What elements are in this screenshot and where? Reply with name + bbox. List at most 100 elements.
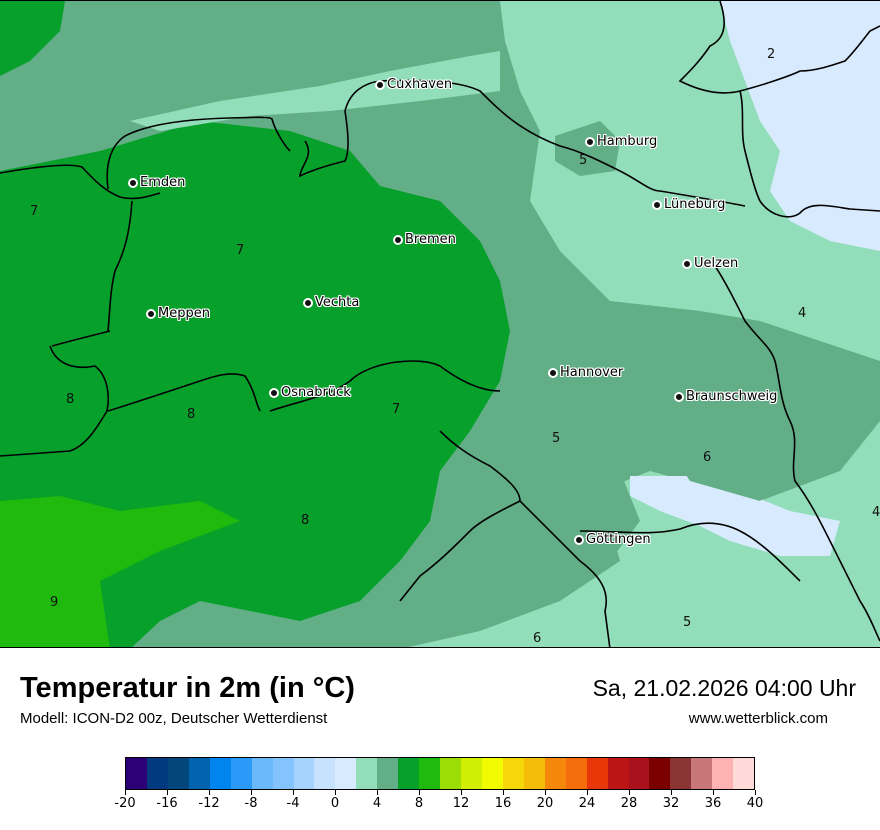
colorbar-tick-label: 12 — [452, 796, 470, 811]
colorbar-tick — [125, 790, 126, 795]
city-label: Cuxhaven — [387, 77, 453, 92]
contour-label: 4 — [798, 306, 807, 321]
colorbar-segment — [356, 758, 378, 789]
city-dot-icon — [303, 297, 313, 308]
contour-label: 5 — [683, 615, 692, 630]
city-dot-icon — [652, 199, 662, 210]
city-hamburg: Hamburg — [585, 134, 657, 149]
city-label: Emden — [140, 175, 186, 190]
contour-label: 5 — [552, 431, 561, 446]
colorbar-segment — [523, 758, 545, 789]
colorbar-segment — [230, 758, 252, 789]
city-dot-icon — [146, 308, 156, 319]
colorbar-segment — [565, 758, 587, 789]
colorbar-tick-label: 32 — [662, 796, 680, 811]
colorbar-segment — [670, 758, 692, 789]
city-dot-icon — [393, 234, 403, 245]
contour-label: 2 — [767, 47, 776, 62]
colorbar-tick — [629, 790, 630, 795]
city-cuxhaven: Cuxhaven — [375, 77, 452, 92]
city-label: Hannover — [560, 365, 624, 380]
contour-label: 8 — [66, 392, 75, 407]
colorbar-segment — [314, 758, 336, 789]
colorbar-tick — [251, 790, 252, 795]
city-braunschweig: Braunschweig — [674, 389, 777, 404]
colorbar-tick — [209, 790, 210, 795]
colorbar-tick — [167, 790, 168, 795]
colorbar-tick-label: 28 — [620, 796, 638, 811]
contour-label: 7 — [392, 402, 401, 417]
city-dot-icon — [269, 387, 279, 398]
colorbar-tick-label: -4 — [286, 796, 300, 811]
temperature-colorbar — [125, 757, 755, 790]
city-label: Göttingen — [586, 532, 651, 547]
city-label: Vechta — [315, 295, 360, 310]
city-dot-icon — [585, 136, 595, 147]
city-dot-icon — [682, 258, 692, 269]
colorbar-segment — [377, 758, 399, 789]
colorbar-segment — [712, 758, 734, 789]
city-label: Braunschweig — [686, 389, 778, 404]
colorbar-segment — [691, 758, 713, 789]
colorbar-segment — [398, 758, 420, 789]
colorbar-segment — [607, 758, 629, 789]
city-label: Bremen — [405, 232, 456, 247]
forecast-datetime: Sa, 21.02.2026 04:00 Uhr — [592, 675, 856, 701]
colorbar-tick — [335, 790, 336, 795]
colorbar-ticks: -20 -16 -12 -8 -4 0 4 8 12 16 20 24 28 32 36 40 — [114, 790, 763, 820]
city-label: Lüneburg — [664, 197, 726, 212]
colorbar-segment — [293, 758, 315, 789]
colorbar-tick-label: 36 — [704, 796, 722, 811]
contour-label: 9 — [50, 595, 59, 610]
map-title: Temperatur in 2m (in °C) — [20, 672, 355, 704]
colorbar-segment — [335, 758, 357, 789]
colorbar-segment — [146, 758, 168, 789]
colorbar-segment — [251, 758, 273, 789]
city-dot-icon — [375, 79, 385, 90]
colorbar-segment — [188, 758, 210, 789]
contour-label: 7 — [30, 204, 39, 219]
city-hannover: Hannover — [548, 365, 623, 380]
colorbar-segment — [481, 758, 503, 789]
city-vechta: Vechta — [303, 295, 359, 310]
colorbar-segment — [126, 758, 147, 789]
colorbar-tick-label: 0 — [330, 796, 340, 811]
colorbar-segment — [544, 758, 566, 789]
colorbar-segment — [461, 758, 482, 789]
colorbar-tick-label: 16 — [494, 796, 512, 811]
colorbar-segment — [209, 758, 231, 789]
contour-label: 8 — [187, 407, 196, 422]
contour-label: 8 — [301, 513, 310, 528]
colorbar-segment — [419, 758, 441, 789]
city-dot-icon — [674, 391, 684, 402]
colorbar-segment — [586, 758, 608, 789]
city-uelzen: Uelzen — [682, 256, 738, 271]
colorbar-tick — [293, 790, 294, 795]
city-bremen: Bremen — [393, 232, 456, 247]
colorbar-segment — [440, 758, 461, 789]
contour-label: 4 — [872, 505, 880, 520]
colorbar-segment — [628, 758, 650, 789]
colorbar-tick — [503, 790, 504, 795]
city-dot-icon — [574, 534, 584, 545]
temperature-map: Cuxhaven Hamburg Emden Lüneburg Bremen U… — [0, 0, 880, 648]
city-emden: Emden — [128, 175, 185, 190]
temperature-field — [0, 1, 880, 647]
colorbar-tick — [461, 790, 462, 795]
city-dot-icon — [548, 367, 558, 378]
contour-label: 6 — [703, 450, 712, 465]
colorbar-tick-label: -16 — [156, 796, 178, 811]
city-dot-icon — [128, 177, 138, 188]
colorbar-tick — [713, 790, 714, 795]
colorbar-tick-label: 20 — [536, 796, 554, 811]
city-label: Hamburg — [597, 134, 658, 149]
city-lueneburg: Lüneburg — [652, 197, 725, 212]
colorbar-segment — [733, 758, 755, 789]
website-credit: www.wetterblick.com — [688, 710, 828, 727]
colorbar-segment — [502, 758, 524, 789]
colorbar-tick-label: -8 — [244, 796, 258, 811]
city-label: Osnabrück — [281, 385, 351, 400]
city-meppen: Meppen — [146, 306, 210, 321]
colorbar-tick — [419, 790, 420, 795]
contour-label: 7 — [236, 243, 245, 258]
